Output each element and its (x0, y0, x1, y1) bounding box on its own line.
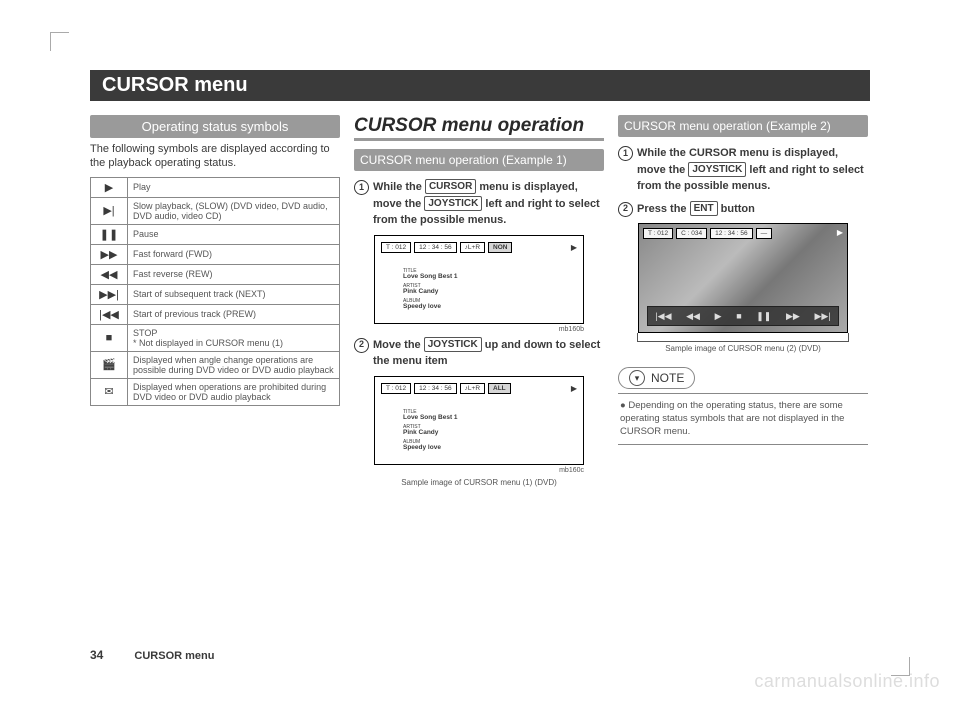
stop-icon: ■ (733, 311, 744, 321)
symbol-text: Start of subsequent track (NEXT) (128, 284, 340, 304)
key-ent: ENT (690, 201, 718, 216)
prev-icon: |◀◀ (652, 311, 674, 322)
fig-caption-2: Sample image of CURSOR menu (1) (DVD) (354, 478, 604, 487)
step-text: While the CURSOR menu is displayed, move… (373, 179, 604, 229)
ffwd-icon: ▶▶ (783, 311, 803, 322)
symbols-table: ▶Play▶|Slow playback, (SLOW) (DVD video,… (90, 177, 340, 406)
chevron-down-icon: ▾ (629, 370, 645, 386)
screen-2-row: T : 012 12 : 34 : 56 ♪L+R ALL ▶ (381, 383, 577, 394)
screen-1-row: T : 012 12 : 34 : 56 ♪L+R NON ▶ (381, 242, 577, 253)
dvd-chips: T : 012 C : 034 12 : 34 : 56 — ▶ (639, 224, 847, 243)
symbol-text: Fast reverse (REW) (128, 264, 340, 284)
dvd-screen: T : 012 C : 034 12 : 34 : 56 — ▶ |◀◀ ◀◀ … (638, 223, 848, 333)
note-head: ▾ NOTE (618, 367, 695, 389)
page: CURSOR menu Operating status symbols The… (90, 70, 870, 493)
c3-step-2: 2 Press the ENT button (618, 201, 868, 218)
symbol-icon: ▶| (91, 197, 128, 224)
table-row: |◀◀Start of previous track (PREW) (91, 304, 340, 324)
key-cursor: CURSOR (425, 179, 476, 194)
key-joystick: JOYSTICK (688, 162, 746, 177)
watermark: carmanualsonline.info (754, 671, 940, 692)
table-row: 🎬Displayed when angle change operations … (91, 351, 340, 378)
next-icon: ▶▶| (811, 311, 833, 322)
rew-icon: ◀◀ (683, 311, 703, 322)
table-row: ▶▶Fast forward (FWD) (91, 244, 340, 264)
note-body: Depending on the operating status, there… (618, 393, 868, 445)
footer: 34 CURSOR menu (90, 648, 214, 662)
columns: Operating status symbols The following s… (90, 115, 870, 493)
table-row: ▶|Slow playback, (SLOW) (DVD video, DVD … (91, 197, 340, 224)
column-1: Operating status symbols The following s… (90, 115, 340, 493)
c3-step-1: 1 While the CURSOR menu is displayed, mo… (618, 145, 868, 195)
step-num-2: 2 (618, 202, 633, 217)
symbol-icon: ▶ (91, 177, 128, 197)
table-row: ▶Play (91, 177, 340, 197)
table-row: ■STOP * Not displayed in CURSOR menu (1) (91, 324, 340, 351)
crop-mark (50, 32, 69, 51)
step-2: 2 Move the JOYSTICK up and down to selec… (354, 337, 604, 370)
dvd-caption: Sample image of CURSOR menu (2) (DVD) (618, 344, 868, 353)
table-row: ◀◀Fast reverse (REW) (91, 264, 340, 284)
symbol-text: STOP * Not displayed in CURSOR menu (1) (128, 324, 340, 351)
table-row: ❚❚Pause (91, 224, 340, 244)
col2-section: CURSOR menu operation (354, 115, 604, 141)
symbol-text: Play (128, 177, 340, 197)
footer-title: CURSOR menu (134, 650, 214, 662)
symbol-icon: ▶▶ (91, 244, 128, 264)
symbol-text: Fast forward (FWD) (128, 244, 340, 264)
symbol-icon: ◀◀ (91, 264, 128, 284)
table-row: ▶▶|Start of subsequent track (NEXT) (91, 284, 340, 304)
page-title: CURSOR menu (90, 70, 870, 101)
col1-intro: The following symbols are displayed acco… (90, 143, 340, 171)
col2-sub: CURSOR menu operation (Example 1) (354, 149, 604, 171)
step-num-1: 1 (354, 180, 369, 195)
step-text: Press the ENT button (637, 201, 755, 218)
column-2: CURSOR menu operation CURSOR menu operat… (354, 115, 604, 493)
bracket (637, 333, 849, 342)
symbol-text: Displayed when angle change operations a… (128, 351, 340, 378)
screen-2: T : 012 12 : 34 : 56 ♪L+R ALL ▶ TITLELov… (374, 376, 584, 465)
step-num-2: 2 (354, 338, 369, 353)
symbol-icon: ▶▶| (91, 284, 128, 304)
table-row: ✉Displayed when operations are prohibite… (91, 378, 340, 405)
play-icon: ▶ (571, 243, 577, 252)
note: ▾ NOTE Depending on the operating status… (618, 367, 868, 445)
col3-sub: CURSOR menu operation (Example 2) (618, 115, 868, 137)
symbol-icon: ❚❚ (91, 224, 128, 244)
screen-1-tracks: TITLELove Song Best 1 ARTISTPink Candy A… (403, 267, 577, 313)
page-number: 34 (90, 648, 103, 662)
step-text: While the CURSOR menu is displayed, move… (637, 145, 868, 195)
symbol-icon: ✉ (91, 378, 128, 405)
symbol-text: Displayed when operations are prohibited… (128, 378, 340, 405)
symbol-icon: ■ (91, 324, 128, 351)
screen-2-tracks: TITLELove Song Best 1 ARTISTPink Candy A… (403, 408, 577, 454)
symbol-icon: 🎬 (91, 351, 128, 378)
key-joystick: JOYSTICK (424, 337, 482, 352)
fig-label-1: mb160b (354, 326, 584, 333)
column-3: CURSOR menu operation (Example 2) 1 Whil… (618, 115, 868, 493)
symbol-text: Pause (128, 224, 340, 244)
play-icon: ▶ (571, 384, 577, 393)
step-1: 1 While the CURSOR menu is displayed, mo… (354, 179, 604, 229)
play-icon: ▶ (712, 311, 725, 322)
pause-icon: ❚❚ (753, 311, 774, 322)
symbol-text: Slow playback, (SLOW) (DVD video, DVD au… (128, 197, 340, 224)
dvd-control-bar: |◀◀ ◀◀ ▶ ■ ❚❚ ▶▶ ▶▶| (647, 306, 839, 326)
key-joystick: JOYSTICK (424, 196, 482, 211)
symbol-icon: |◀◀ (91, 304, 128, 324)
step-text: Move the JOYSTICK up and down to select … (373, 337, 604, 370)
screen-1: T : 012 12 : 34 : 56 ♪L+R NON ▶ TITLELov… (374, 235, 584, 324)
fig-label-2: mb160c (354, 467, 584, 474)
play-icon: ▶ (837, 228, 843, 239)
step-num-1: 1 (618, 146, 633, 161)
col1-heading: Operating status symbols (90, 115, 340, 138)
symbol-text: Start of previous track (PREW) (128, 304, 340, 324)
